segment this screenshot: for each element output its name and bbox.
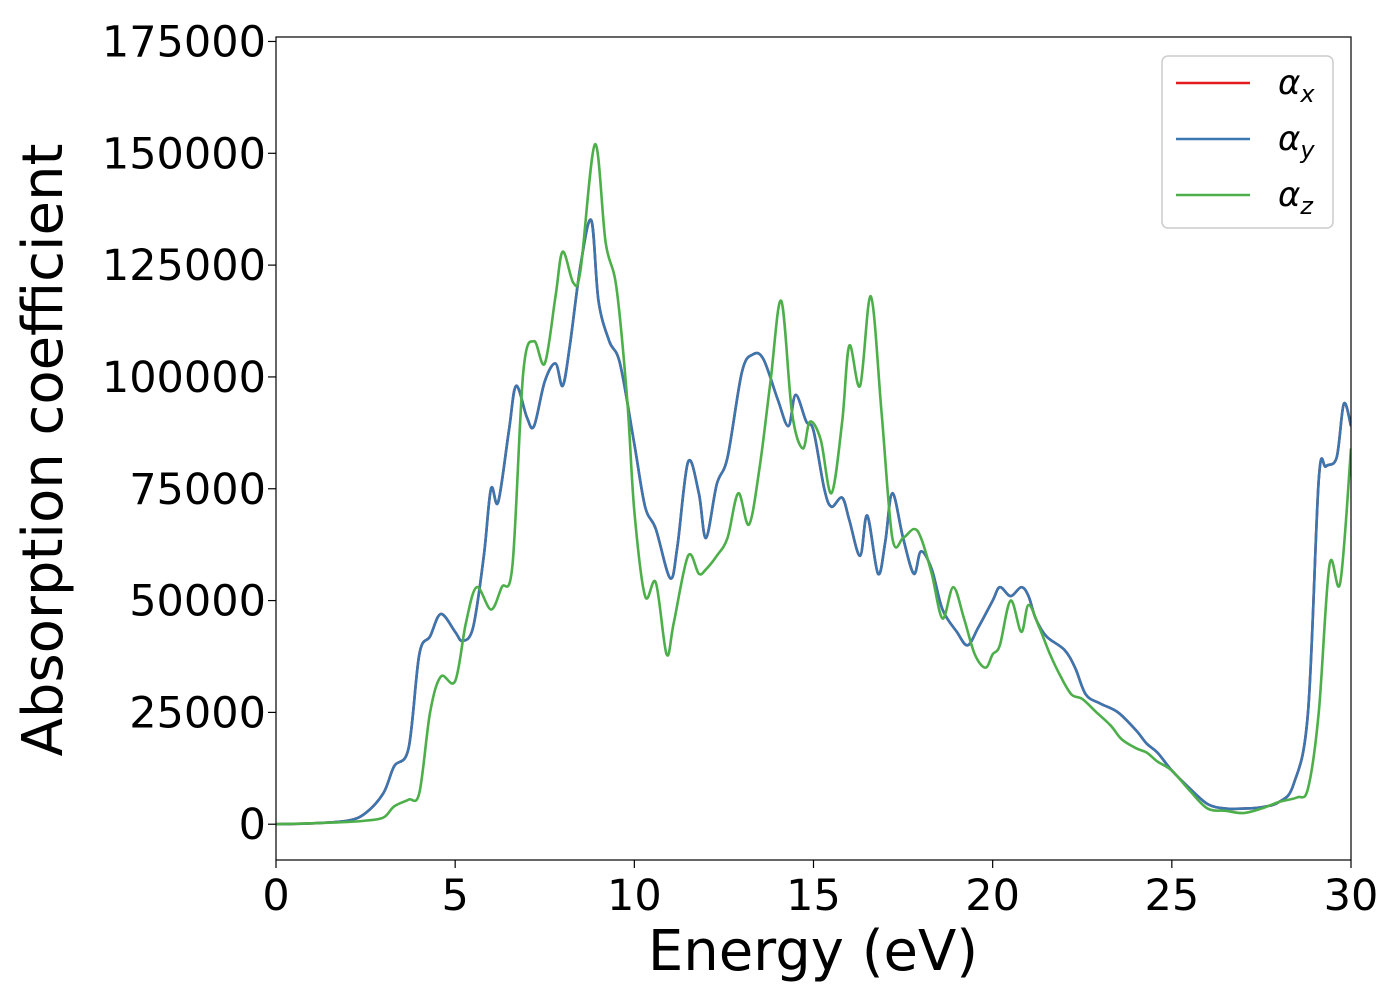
y-tick-label: 100000 [102, 353, 266, 403]
legend: αx αy αz [1161, 55, 1334, 229]
legend-box [1161, 55, 1334, 229]
y-axis-title: Absorption coefficient [11, 144, 76, 757]
x-tick-label: 25 [1144, 871, 1199, 921]
y-axis-ticks: 0 25000 50000 75000 100000 125000 150000 175000 [102, 17, 276, 850]
y-tick-label: 25000 [129, 688, 266, 738]
x-axis-title: Energy (eV) [648, 919, 978, 984]
x-tick-label: 5 [441, 871, 468, 921]
series-line-2 [276, 218, 1351, 826]
x-tick-label: 0 [262, 871, 289, 921]
legend-entries: αx αy αz [1176, 63, 1315, 220]
y-tick-label: 0 [239, 800, 266, 850]
y-tick-label: 150000 [102, 129, 266, 179]
x-tick-label: 15 [786, 871, 841, 921]
legend-label-1: αx [1278, 63, 1315, 108]
x-axis-ticks: 0 5 10 15 20 25 30 [262, 860, 1378, 921]
y-tick-label: 50000 [129, 577, 266, 627]
x-tick-label: 20 [965, 871, 1020, 921]
x-tick-label: 30 [1324, 871, 1379, 921]
series-layer [276, 143, 1351, 826]
y-tick-label: 175000 [102, 17, 266, 67]
y-tick-label: 75000 [129, 465, 266, 515]
y-tick-label: 125000 [102, 241, 266, 291]
series-line-3 [276, 143, 1351, 826]
x-tick-label: 10 [607, 871, 662, 921]
legend-label-3: αz [1278, 175, 1314, 220]
legend-label-2: αy [1278, 119, 1315, 164]
